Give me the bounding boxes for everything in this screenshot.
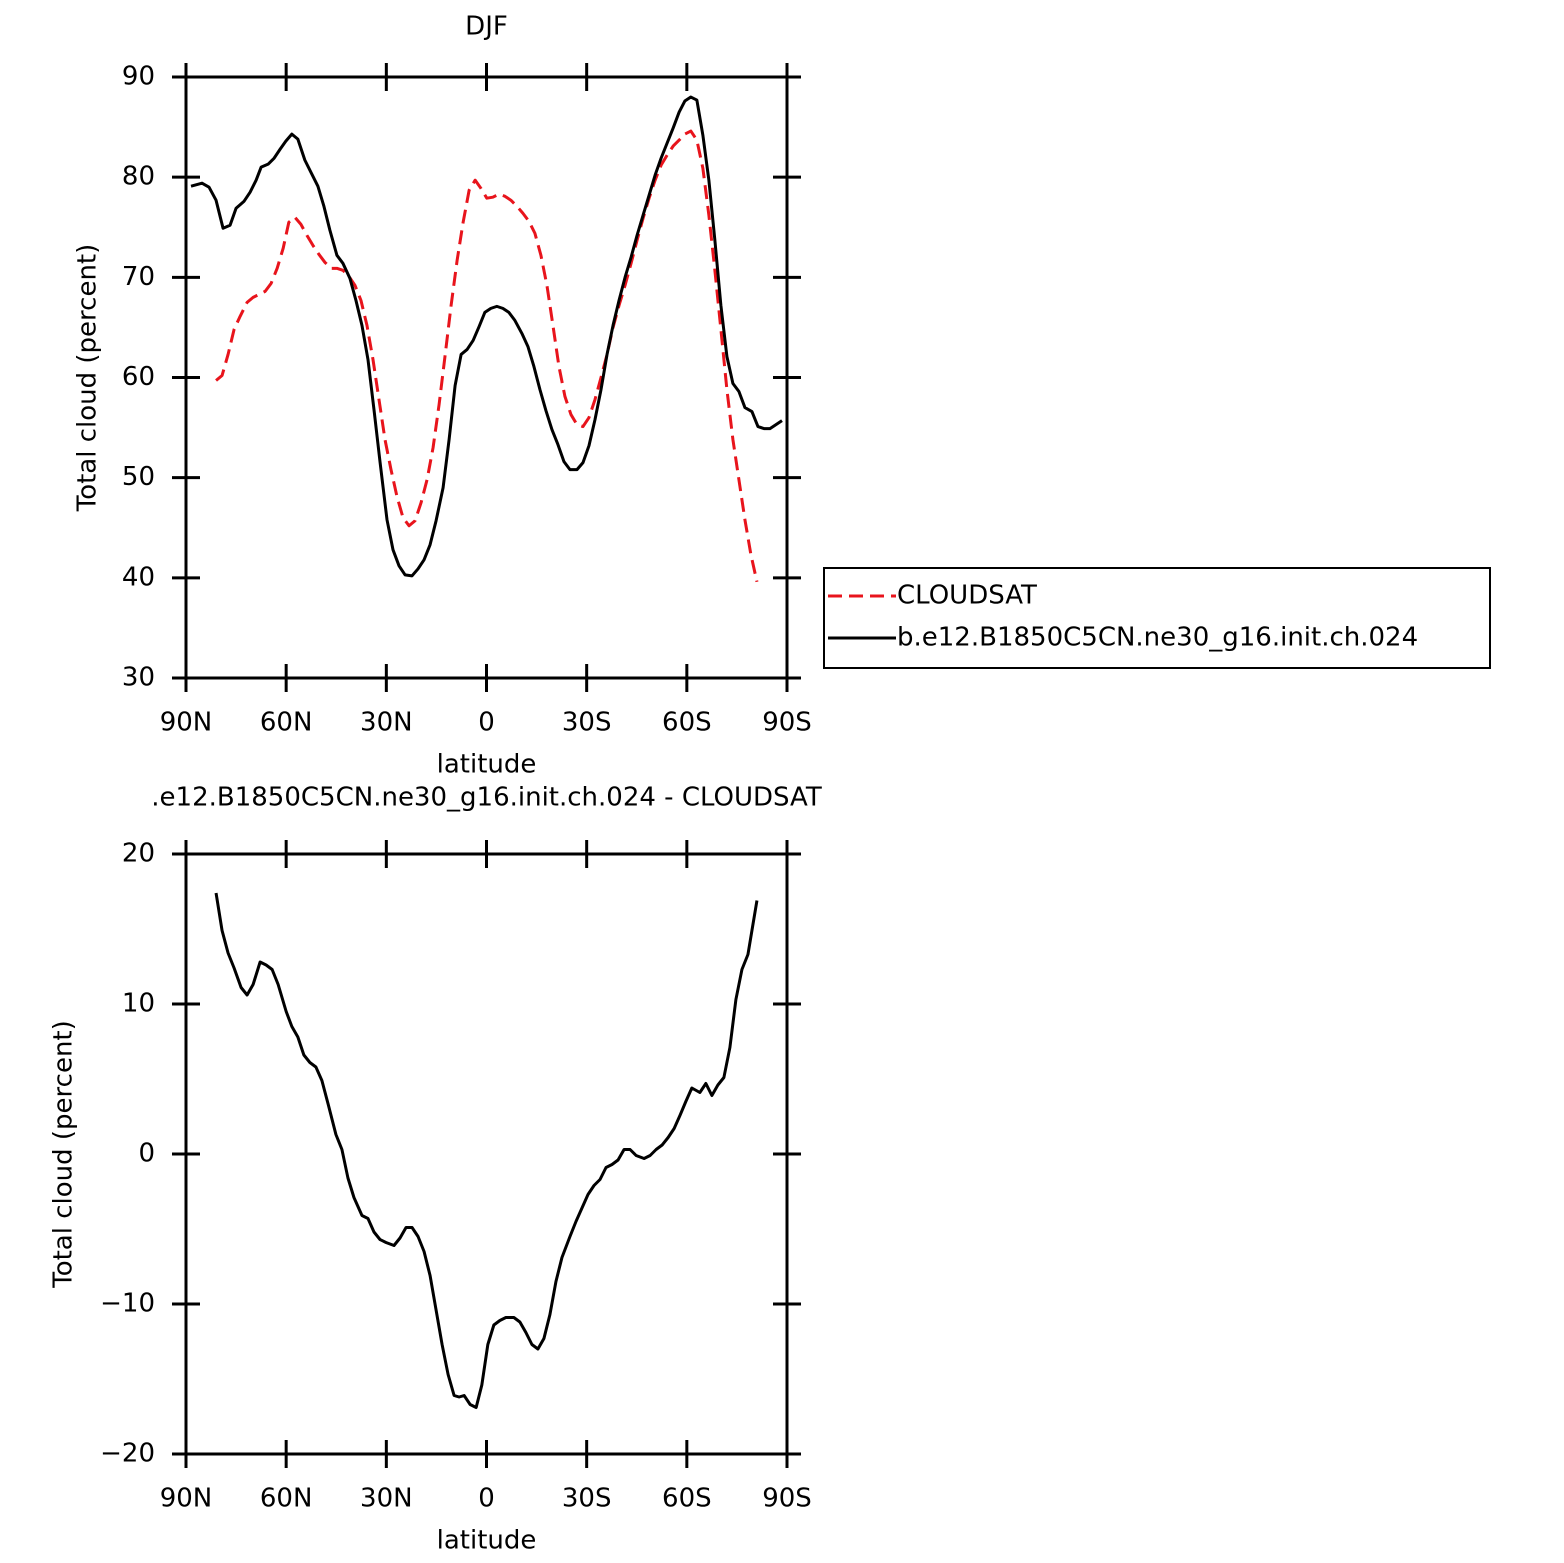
plot-frame: [184, 75, 789, 680]
x-tick-label: 90S: [762, 708, 812, 738]
legend-label: CLOUDSAT: [897, 581, 1037, 611]
y-tick-label: 90: [122, 62, 155, 92]
chart-title: .e12.B1850C5CN.ne30_g16.init.ch.024 - CL…: [151, 783, 822, 813]
y-axis-label: Total cloud (percent): [49, 1020, 79, 1289]
x-tick-label: 90N: [160, 708, 213, 738]
y-tick-label: 20: [122, 839, 155, 869]
data-line: [190, 95, 783, 578]
y-tick-label: 70: [122, 262, 155, 292]
y-tick-label: 10: [122, 989, 155, 1019]
y-tick-label: 80: [122, 162, 155, 192]
legend-label: b.e12.B1850C5CN.ne30_g16.init.ch.024: [897, 623, 1418, 653]
y-axis-label: Total cloud (percent): [73, 244, 103, 513]
x-tick-label: 60S: [662, 1484, 712, 1514]
x-tick-label: 0: [478, 708, 495, 738]
y-tick-label: 50: [122, 462, 155, 492]
y-tick-label: 40: [122, 562, 155, 592]
x-tick-label: 90N: [160, 1484, 213, 1514]
y-tick-label: −20: [100, 1439, 155, 1469]
x-axis-label: latitude: [437, 750, 537, 780]
x-tick-label: 30S: [562, 708, 612, 738]
chart-title: DJF: [465, 12, 508, 42]
legend-box: [823, 567, 1491, 669]
y-tick-label: 30: [122, 663, 155, 693]
data-line: [215, 129, 759, 583]
plot-frame: [184, 852, 789, 1456]
y-tick-label: 0: [138, 1139, 155, 1169]
x-tick-label: 60N: [260, 1484, 313, 1514]
x-tick-label: 60N: [260, 708, 313, 738]
x-tick-label: 30N: [360, 708, 413, 738]
x-tick-label: 30N: [360, 1484, 413, 1514]
data-line: [214, 892, 759, 1409]
x-tick-label: 60S: [662, 708, 712, 738]
y-tick-label: 60: [122, 362, 155, 392]
x-tick-label: 30S: [562, 1484, 612, 1514]
x-tick-label: 90S: [762, 1484, 812, 1514]
x-axis-label: latitude: [437, 1526, 537, 1556]
y-tick-label: −10: [100, 1289, 155, 1319]
x-tick-label: 0: [478, 1484, 495, 1514]
